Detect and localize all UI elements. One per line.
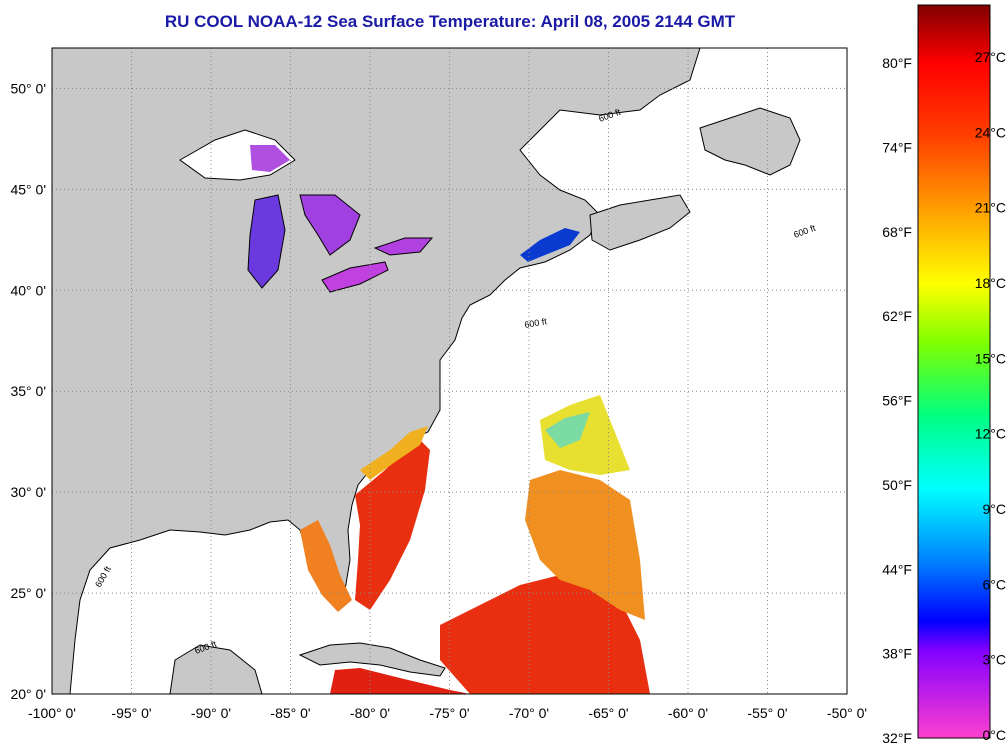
lat-tick-label: 35° 0' — [10, 383, 46, 399]
colorbar-celsius-label: 6°C — [983, 576, 1007, 592]
colorbar-celsius-label: 15°C — [975, 350, 1006, 366]
sst-offshore-orange — [525, 470, 645, 620]
lat-tick-label: 45° 0' — [10, 181, 46, 197]
land-newfoundland — [699, 107, 801, 176]
lake-erie-sst — [321, 261, 389, 293]
colorbar-celsius-label: 3°C — [983, 652, 1007, 668]
lake-michigan-sst — [247, 194, 286, 289]
colorbar-celsius-label: 24°C — [975, 124, 1006, 140]
longitude-axis: -100° 0' -95° 0' -90° 0' -85° 0' -80° 0' -75°… — [28, 705, 867, 721]
colorbar-fahrenheit-label: 38°F — [882, 646, 912, 662]
lon-tick-label: -90° 0' — [191, 705, 231, 721]
lat-tick-label: 20° 0' — [10, 686, 46, 702]
lon-tick-label: -95° 0' — [111, 705, 151, 721]
lake-huron-sst — [299, 194, 361, 256]
lon-tick-label: -80° 0' — [350, 705, 390, 721]
sst-florida-gulf — [300, 520, 352, 612]
lon-tick-label: -65° 0' — [588, 705, 628, 721]
lon-tick-label: -55° 0' — [747, 705, 787, 721]
sst-sargasso-red — [440, 575, 650, 694]
lat-tick-label: 40° 0' — [10, 282, 46, 298]
lon-tick-label: -60° 0' — [668, 705, 708, 721]
lat-tick-label: 30° 0' — [10, 484, 46, 500]
sst-southeast-coast — [355, 440, 430, 610]
colorbar-celsius-labels: 27°C 24°C 21°C 18°C 15°C 12°C 9°C 6°C 3°C 0°C — [975, 49, 1006, 743]
colorbar-fahrenheit-label: 50°F — [882, 477, 912, 493]
colorbar-fahrenheit-label: 68°F — [882, 224, 912, 240]
sst-offshore-cyan — [545, 412, 590, 448]
colorbar-fahrenheit-label: 62°F — [882, 308, 912, 324]
lake-ontario-sst — [373, 237, 434, 256]
colorbar-celsius-label: 18°C — [975, 275, 1006, 291]
lat-tick-label: 50° 0' — [10, 80, 46, 96]
colorbar-celsius-label: 12°C — [975, 426, 1006, 442]
lake-superior-sst — [250, 145, 290, 172]
colorbar-fahrenheit-label: 44°F — [882, 561, 912, 577]
map-frame — [51, 47, 848, 695]
lon-tick-label: -85° 0' — [270, 705, 310, 721]
colorbar — [917, 4, 991, 739]
lon-tick-label: -50° 0' — [827, 705, 867, 721]
lon-tick-label: -75° 0' — [429, 705, 469, 721]
colorbar-fahrenheit-label: 74°F — [882, 139, 912, 155]
map-title: RU COOL NOAA-12 Sea Surface Temperature:… — [164, 12, 736, 31]
colorbar-fahrenheit-label: 32°F — [882, 730, 912, 746]
land-cuba — [298, 642, 446, 677]
land-yucatan — [169, 644, 263, 694]
latitude-axis: 20° 0' 25° 0' 30° 0' 35° 0' 40° 0' 45° 0' 50° … — [10, 80, 46, 702]
colorbar-fahrenheit-labels: 80°F 74°F 68°F 62°F 56°F 50°F 44°F 38°F 32°F — [882, 55, 912, 746]
colorbar-celsius-label: 27°C — [975, 49, 1006, 65]
map-grid — [52, 48, 847, 694]
sst-offshore-yellow — [540, 395, 630, 475]
colorbar-celsius-label: 0°C — [983, 727, 1007, 743]
sst-caribbean — [330, 668, 470, 694]
gulf-of-maine-sst — [520, 228, 580, 262]
lon-tick-label: -70° 0' — [509, 705, 549, 721]
lat-tick-label: 25° 0' — [10, 585, 46, 601]
contour-label: 600 ft — [524, 316, 548, 330]
land-maritimes — [589, 194, 691, 251]
sst-carolina-shelf — [360, 426, 428, 480]
colorbar-fahrenheit-label: 80°F — [882, 55, 912, 71]
colorbar-fahrenheit-label: 56°F — [882, 393, 912, 409]
lon-tick-label: -100° 0' — [28, 705, 76, 721]
colorbar-celsius-label: 9°C — [983, 501, 1007, 517]
colorbar-celsius-label: 21°C — [975, 200, 1006, 216]
